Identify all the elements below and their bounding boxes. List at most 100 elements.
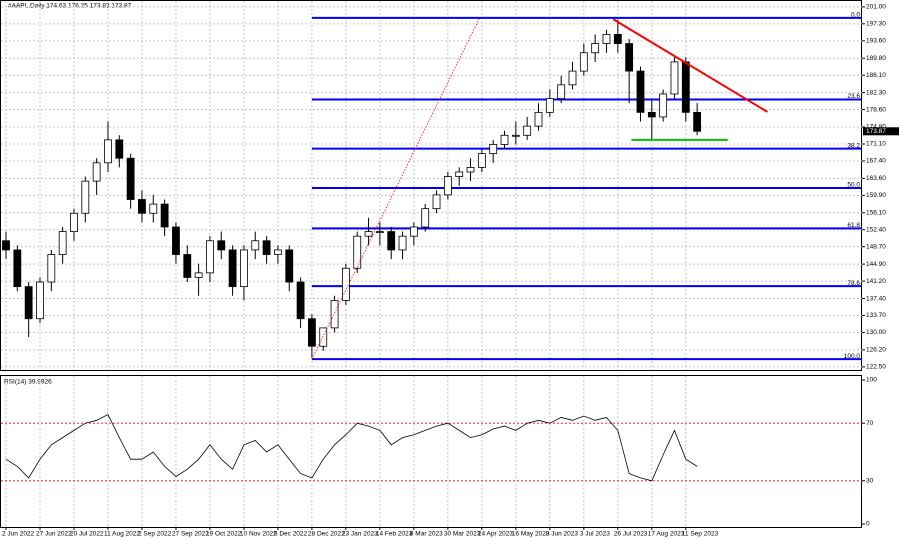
candle-body: [262, 240, 271, 255]
y-tick-label: 133.70: [866, 312, 886, 319]
candle-body: [421, 208, 430, 228]
candle-body: [647, 111, 656, 118]
x-tick-label: 19 Oct 2022: [206, 531, 242, 538]
x-tick-label: 27 Jun 2022: [36, 531, 72, 538]
candle-body: [523, 125, 532, 136]
candle-body: [659, 93, 668, 118]
y-tick-label: 193.60: [866, 38, 886, 45]
candle-body: [70, 212, 78, 232]
candle-body: [398, 235, 407, 251]
rsi-line: [5, 414, 698, 482]
trendline: [311, 17, 480, 360]
x-tick-label: 2 Sep 2022: [138, 531, 172, 538]
candle-body: [557, 84, 566, 99]
candle-body: [104, 139, 112, 164]
y-tick-label: 126.20: [866, 347, 886, 354]
x-tick-label: 16 May 2023: [512, 531, 550, 538]
candle-body: [443, 176, 452, 196]
y-tick-label: 156.10: [866, 210, 886, 217]
last-price-label: 173.87: [866, 128, 886, 135]
trendline: [612, 18, 768, 113]
candle-body: [92, 162, 101, 182]
price-panel: [0, 0, 862, 371]
x-tick-label: 28 Dec 2022: [308, 531, 345, 538]
y-tick-label: 167.40: [866, 158, 886, 165]
candle-body: [2, 240, 10, 251]
candle-body: [409, 226, 418, 237]
y-tick-label: 171.10: [866, 141, 886, 148]
candle-body: [568, 70, 577, 86]
fib-label: 78.6: [847, 280, 860, 287]
y-tick-label: 152.40: [866, 226, 886, 233]
candle-body: [681, 61, 690, 113]
candle-body: [47, 254, 56, 283]
candle-body: [466, 166, 475, 173]
candle-body: [670, 61, 679, 95]
x-tick-label: 24 Apr 2023: [478, 531, 513, 538]
candle-body: [602, 33, 611, 44]
y-tick-label: 100: [866, 377, 877, 384]
y-tick-label: 197.30: [866, 21, 886, 28]
candle-body: [455, 171, 464, 177]
chart-title: #AAPL,Daily 174.63 176.25 173.83 173.87: [8, 3, 132, 10]
candle-body: [183, 254, 192, 278]
candle-body: [160, 203, 169, 228]
x-tick-label: 23 Jan 2023: [342, 531, 378, 538]
x-tick-label: 5 Dec 2022: [274, 531, 308, 538]
y-tick-label: 141.20: [866, 278, 886, 285]
fib-label: 38.2: [847, 142, 860, 149]
candle-body: [240, 249, 248, 288]
candle-body: [228, 249, 237, 288]
x-tick-label: 20 Jul 2022: [70, 531, 104, 538]
candle-body: [13, 249, 22, 288]
y-tick-label: 144.90: [866, 261, 886, 268]
candle-body: [138, 199, 146, 214]
y-tick-label: 130.00: [866, 329, 886, 336]
x-tick-label: 27 Sep 2022: [172, 531, 209, 538]
candle-body: [81, 180, 90, 214]
candle-body: [545, 98, 554, 113]
candle-body: [149, 203, 158, 214]
candle-body: [636, 70, 645, 113]
x-tick-label: 10 Nov 2022: [240, 531, 277, 538]
x-tick-label: 8 Jun 2023: [546, 531, 579, 538]
x-tick-label: 30 Mar 2023: [444, 531, 481, 538]
candle-body: [172, 226, 180, 255]
candle-body: [319, 327, 328, 347]
candle-body: [534, 111, 543, 127]
y-tick-label: 178.60: [866, 106, 886, 113]
y-tick-label: 30: [866, 478, 874, 485]
candle-body: [24, 286, 33, 320]
last-price-box: [863, 127, 899, 136]
x-tick-label: 17 Aug 2023: [648, 531, 685, 538]
y-tick-label: 163.60: [866, 175, 886, 182]
candle-body: [500, 134, 509, 145]
candle-body: [511, 134, 520, 137]
candle-body: [206, 240, 214, 274]
y-tick-label: 70: [866, 420, 874, 427]
y-tick-label: 159.90: [866, 192, 886, 199]
x-tick-label: 2 Jun 2022: [2, 531, 35, 538]
candle-body: [251, 240, 260, 251]
candle-body: [126, 157, 135, 200]
candle-body: [194, 272, 203, 278]
candle-body: [625, 43, 634, 72]
candle-body: [296, 281, 305, 320]
candle-body: [432, 194, 441, 210]
candle-body: [591, 43, 600, 54]
x-tick-label: 8 Mar 2023: [410, 531, 443, 538]
candle-body: [341, 267, 350, 301]
candle-body: [115, 139, 124, 159]
x-tick-label: 14 Feb 2023: [376, 531, 413, 538]
candle-body: [217, 240, 226, 251]
y-tick-label: 148.70: [866, 243, 886, 250]
candle-body: [613, 33, 622, 44]
candle-body: [274, 249, 282, 255]
candle-body: [477, 153, 486, 168]
y-tick-label: 189.80: [866, 55, 886, 62]
y-tick-label: 201.00: [866, 4, 886, 11]
candle-body: [58, 231, 67, 255]
x-tick-label: 26 Jul 2023: [614, 531, 648, 538]
candle-body: [330, 299, 339, 329]
fib-label: 0.0: [851, 12, 860, 19]
